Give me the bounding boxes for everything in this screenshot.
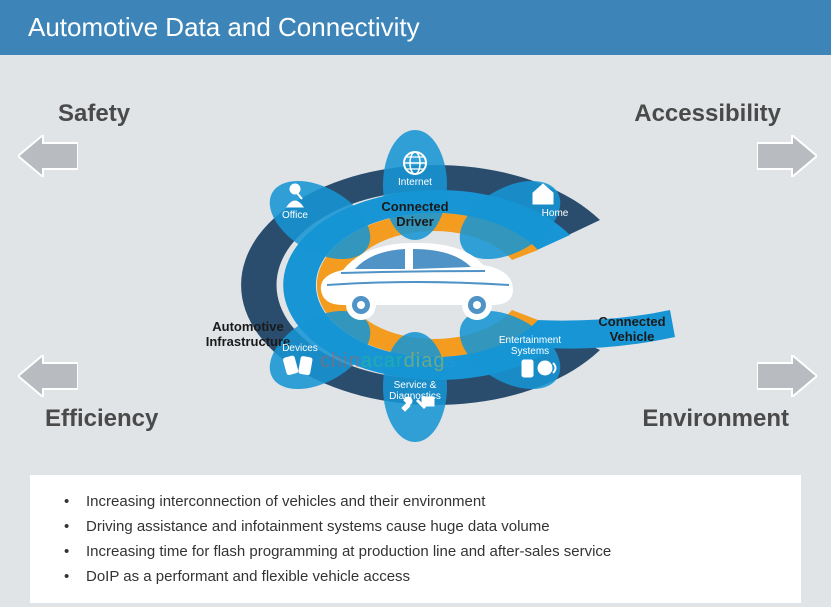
diagram-area: Safety Accessibility Efficiency Environm… xyxy=(0,55,831,475)
bullet-item: Driving assistance and infotainment syst… xyxy=(56,514,775,539)
petal-service: Service &Diagnostics xyxy=(380,380,450,402)
petal-internet: Internet xyxy=(380,177,450,188)
petal-home: Home xyxy=(520,208,590,219)
bullets-box: Increasing interconnection of vehicles a… xyxy=(30,475,801,603)
arrow-br xyxy=(757,355,817,397)
petal-entertainment: EntertainmentSystems xyxy=(495,335,565,357)
bullets-list: Increasing interconnection of vehicles a… xyxy=(56,489,775,589)
watermark: chinacardiags xyxy=(320,350,456,373)
slide-header: Automotive Data and Connectivity xyxy=(0,0,831,55)
arrow-bl xyxy=(18,355,78,397)
center-diagram: AutomotiveInfrastructure ConnectedVehicl… xyxy=(140,125,690,445)
corner-safety: Safety xyxy=(58,100,130,128)
label-connected-driver: ConnectedDriver xyxy=(374,200,456,230)
bullet-item: Increasing time for flash programming at… xyxy=(56,539,775,564)
arrow-tr xyxy=(757,135,817,177)
bullet-item: Increasing interconnection of vehicles a… xyxy=(56,489,775,514)
arrow-tl xyxy=(18,135,78,177)
petal-office: Office xyxy=(260,210,330,221)
corner-accessibility: Accessibility xyxy=(634,100,781,128)
label-connected-vehicle: ConnectedVehicle xyxy=(592,315,672,345)
bullet-item: DoIP as a performant and flexible vehicl… xyxy=(56,564,775,589)
